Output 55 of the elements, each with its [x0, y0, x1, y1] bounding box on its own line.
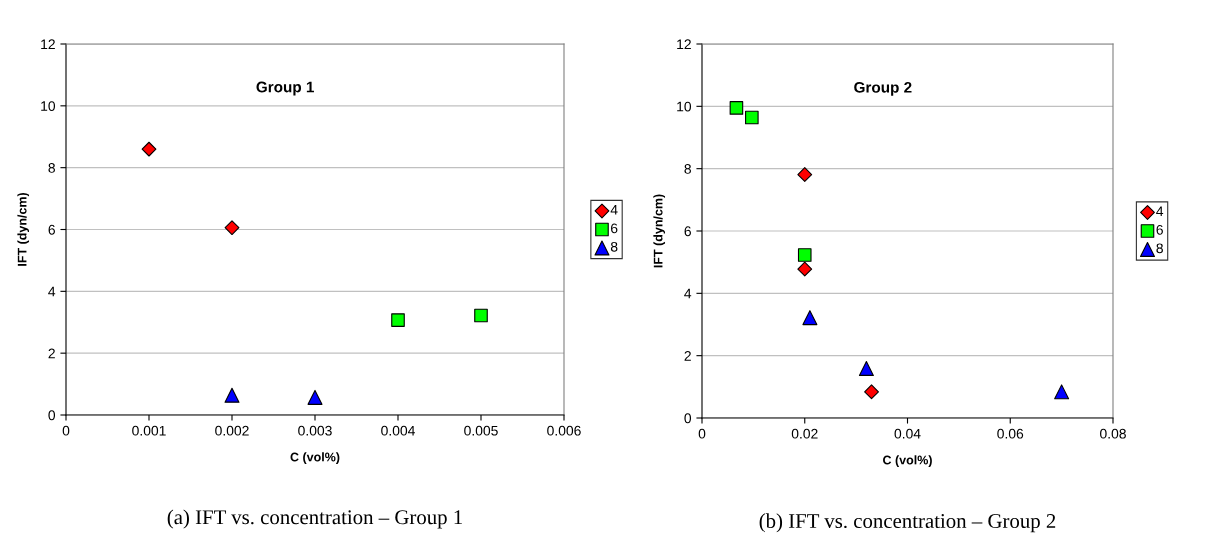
- y-tick-label: 4: [48, 286, 56, 297]
- point: [745, 110, 759, 125]
- point: [1054, 384, 1070, 400]
- x-tick-label: 0.001: [132, 425, 166, 436]
- x-axis-title: C (vol%): [883, 455, 932, 467]
- y-tick-label: 8: [684, 164, 691, 174]
- legend-label: 6: [611, 223, 618, 234]
- point: [391, 313, 405, 327]
- y-tick-label: 0: [48, 410, 56, 421]
- y-tick-label: 12: [41, 39, 55, 50]
- point: [797, 248, 812, 262]
- y-tick-label: 8: [48, 163, 55, 173]
- point: [307, 389, 323, 405]
- y-tick-label: 10: [677, 101, 692, 112]
- y-tick-label: 6: [48, 224, 55, 235]
- legend-label: 4: [1156, 206, 1164, 217]
- y-tick-label: 10: [41, 101, 56, 111]
- legend-label: 6: [1156, 224, 1163, 235]
- point: [224, 387, 240, 403]
- y-axis-title: IFT (dyn/cm): [17, 192, 30, 266]
- point: [141, 141, 157, 157]
- point: [797, 167, 813, 183]
- legend-label: 8: [1156, 243, 1163, 254]
- x-tick-label: 0.005: [464, 425, 498, 436]
- point: [474, 308, 488, 323]
- point: [224, 220, 240, 236]
- x-tick-label: 0.006: [547, 425, 581, 436]
- legend-label: 4: [610, 205, 618, 215]
- point: [858, 360, 874, 376]
- x-tick-label: 0: [62, 425, 70, 436]
- x-tick-label: 0.02: [791, 428, 818, 439]
- y-tick-label: 2: [48, 348, 55, 359]
- point: [797, 261, 813, 277]
- annotation: Group 1: [256, 81, 314, 96]
- x-tick-label: 0.08: [1100, 428, 1126, 439]
- x-tick-label: 0.06: [997, 428, 1024, 439]
- y-tick-label: 4: [684, 288, 692, 299]
- x-tick-label: 0.04: [894, 428, 921, 439]
- y-axis-title: IFT (dyn/cm): [653, 194, 666, 268]
- y-tick-label: 6: [684, 226, 691, 237]
- y-tick-label: 0: [684, 413, 692, 424]
- x-axis-title: C (vol%): [290, 452, 340, 464]
- text: (a) IFT vs. concentration – Group 1: [167, 509, 462, 529]
- y-tick-label: 12: [677, 39, 691, 50]
- point: [729, 101, 744, 115]
- x-tick-label: 0.003: [298, 425, 332, 436]
- legend-label: 8: [610, 241, 618, 252]
- y-tick-label: 2: [684, 351, 691, 361]
- x-tick-label: 0.002: [215, 425, 249, 436]
- x-tick-label: 0.004: [381, 425, 415, 436]
- point: [802, 310, 818, 326]
- x-tick-label: 0: [698, 428, 706, 439]
- annotation: Group 2: [854, 81, 912, 96]
- point: [864, 384, 879, 400]
- text: (b) IFT vs. concentration – Group 2: [759, 513, 1056, 533]
